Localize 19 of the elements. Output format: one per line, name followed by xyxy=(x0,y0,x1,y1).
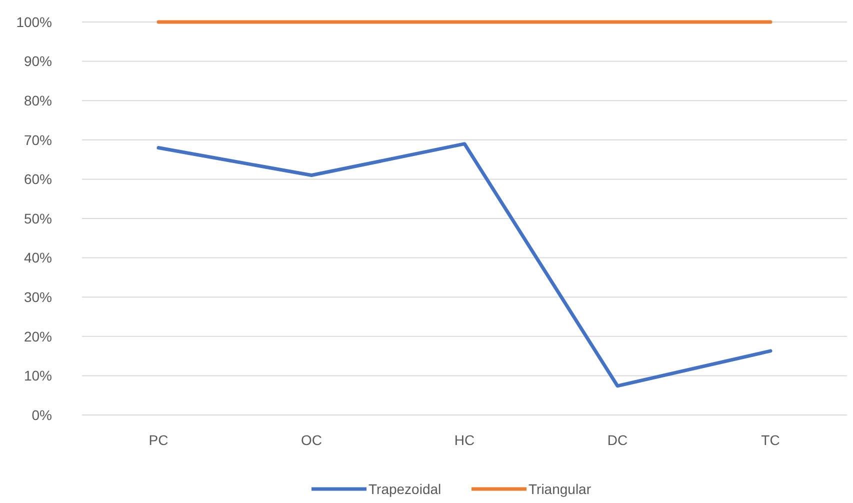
legend-label: Trapezoidal xyxy=(368,480,442,497)
y-tick-label: 70% xyxy=(24,132,52,148)
y-tick-label: 100% xyxy=(16,14,52,30)
y-tick-label: 60% xyxy=(24,171,52,188)
y-tick-label: 40% xyxy=(24,250,52,266)
y-tick-label: 50% xyxy=(24,210,52,226)
x-tick-label: PC xyxy=(148,432,168,448)
x-tick-label: DC xyxy=(607,432,628,448)
y-tick-label: 90% xyxy=(24,53,52,70)
legend-label: Triangular xyxy=(528,480,592,497)
y-tick-label: 10% xyxy=(24,368,52,384)
y-tick-label: 20% xyxy=(24,328,52,344)
line-series xyxy=(156,142,772,388)
y-tick-label: 0% xyxy=(32,406,52,423)
y-tick-label: 80% xyxy=(24,92,52,108)
y-tick-label: 30% xyxy=(24,289,52,305)
x-tick-label: OC xyxy=(301,432,322,448)
x-tick-label: HC xyxy=(454,432,475,448)
x-tick-label: TC xyxy=(761,432,780,448)
